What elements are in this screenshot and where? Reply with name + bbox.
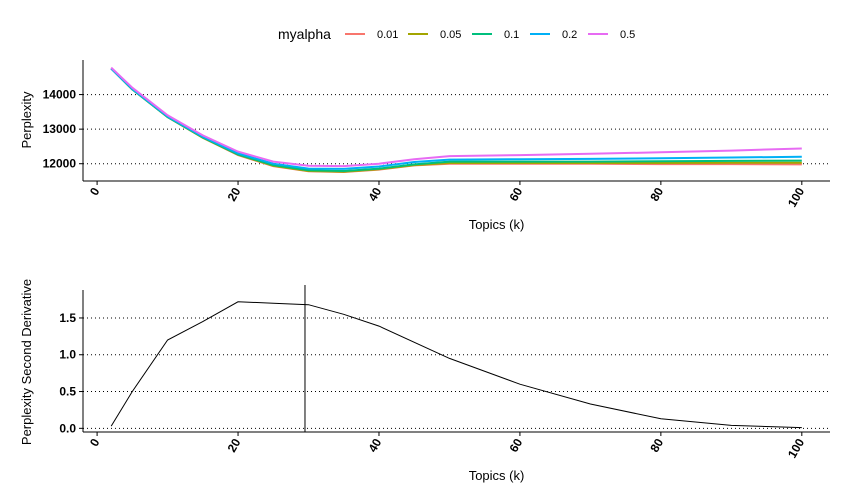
x-tick-label: 100 [785, 436, 807, 461]
second-derivative-panel: 0.0 0.5 1.0 1.5 0 20 40 60 80 100 Topics (k) Perple… [19, 279, 830, 483]
y-tick-label: 12000 [43, 157, 77, 171]
legend-label-0.01: 0.01 [377, 29, 398, 41]
x-tick-label: 100 [785, 185, 807, 210]
legend: myalpha 0.01 0.05 0.1 0.2 0.5 [278, 26, 635, 42]
series-line-0.2 [110, 67, 802, 170]
y-axis-title: Perplexity Second Derivative [19, 279, 34, 445]
x-tick-label: 80 [647, 436, 666, 455]
y-tick-label: 13000 [43, 122, 77, 136]
x-tick-label: 60 [506, 436, 525, 455]
legend-label-0.2: 0.2 [562, 29, 577, 41]
x-tick-label: 40 [366, 436, 385, 455]
x-tick-label: 0 [87, 436, 103, 449]
legend-label-0.05: 0.05 [440, 29, 461, 41]
legend-label-0.1: 0.1 [504, 29, 519, 41]
y-axis-title: Perplexity [19, 91, 34, 149]
y-tick-label: 1.0 [59, 348, 76, 362]
y-tick-label: 0.5 [59, 385, 76, 399]
x-tick-label: 20 [225, 185, 244, 204]
x-axis-title: Topics (k) [469, 217, 525, 232]
x-tick-label: 60 [506, 185, 525, 204]
y-tick-label: 1.5 [59, 311, 76, 325]
x-tick-label: 0 [87, 185, 103, 198]
x-tick-label: 80 [647, 185, 666, 204]
y-tick-label: 0.0 [59, 421, 76, 435]
x-axis-title: Topics (k) [469, 468, 525, 483]
x-tick-label: 20 [225, 436, 244, 455]
x-tick-label: 40 [366, 185, 385, 204]
series-line-0.5 [110, 66, 802, 168]
y-tick-label: 14000 [43, 88, 77, 102]
legend-label-0.5: 0.5 [620, 29, 635, 41]
perplexity-panel: 12000 13000 14000 0 20 40 60 80 100 Topics (k) Per… [19, 60, 830, 232]
series-line [110, 301, 802, 429]
legend-title: myalpha [278, 26, 331, 42]
